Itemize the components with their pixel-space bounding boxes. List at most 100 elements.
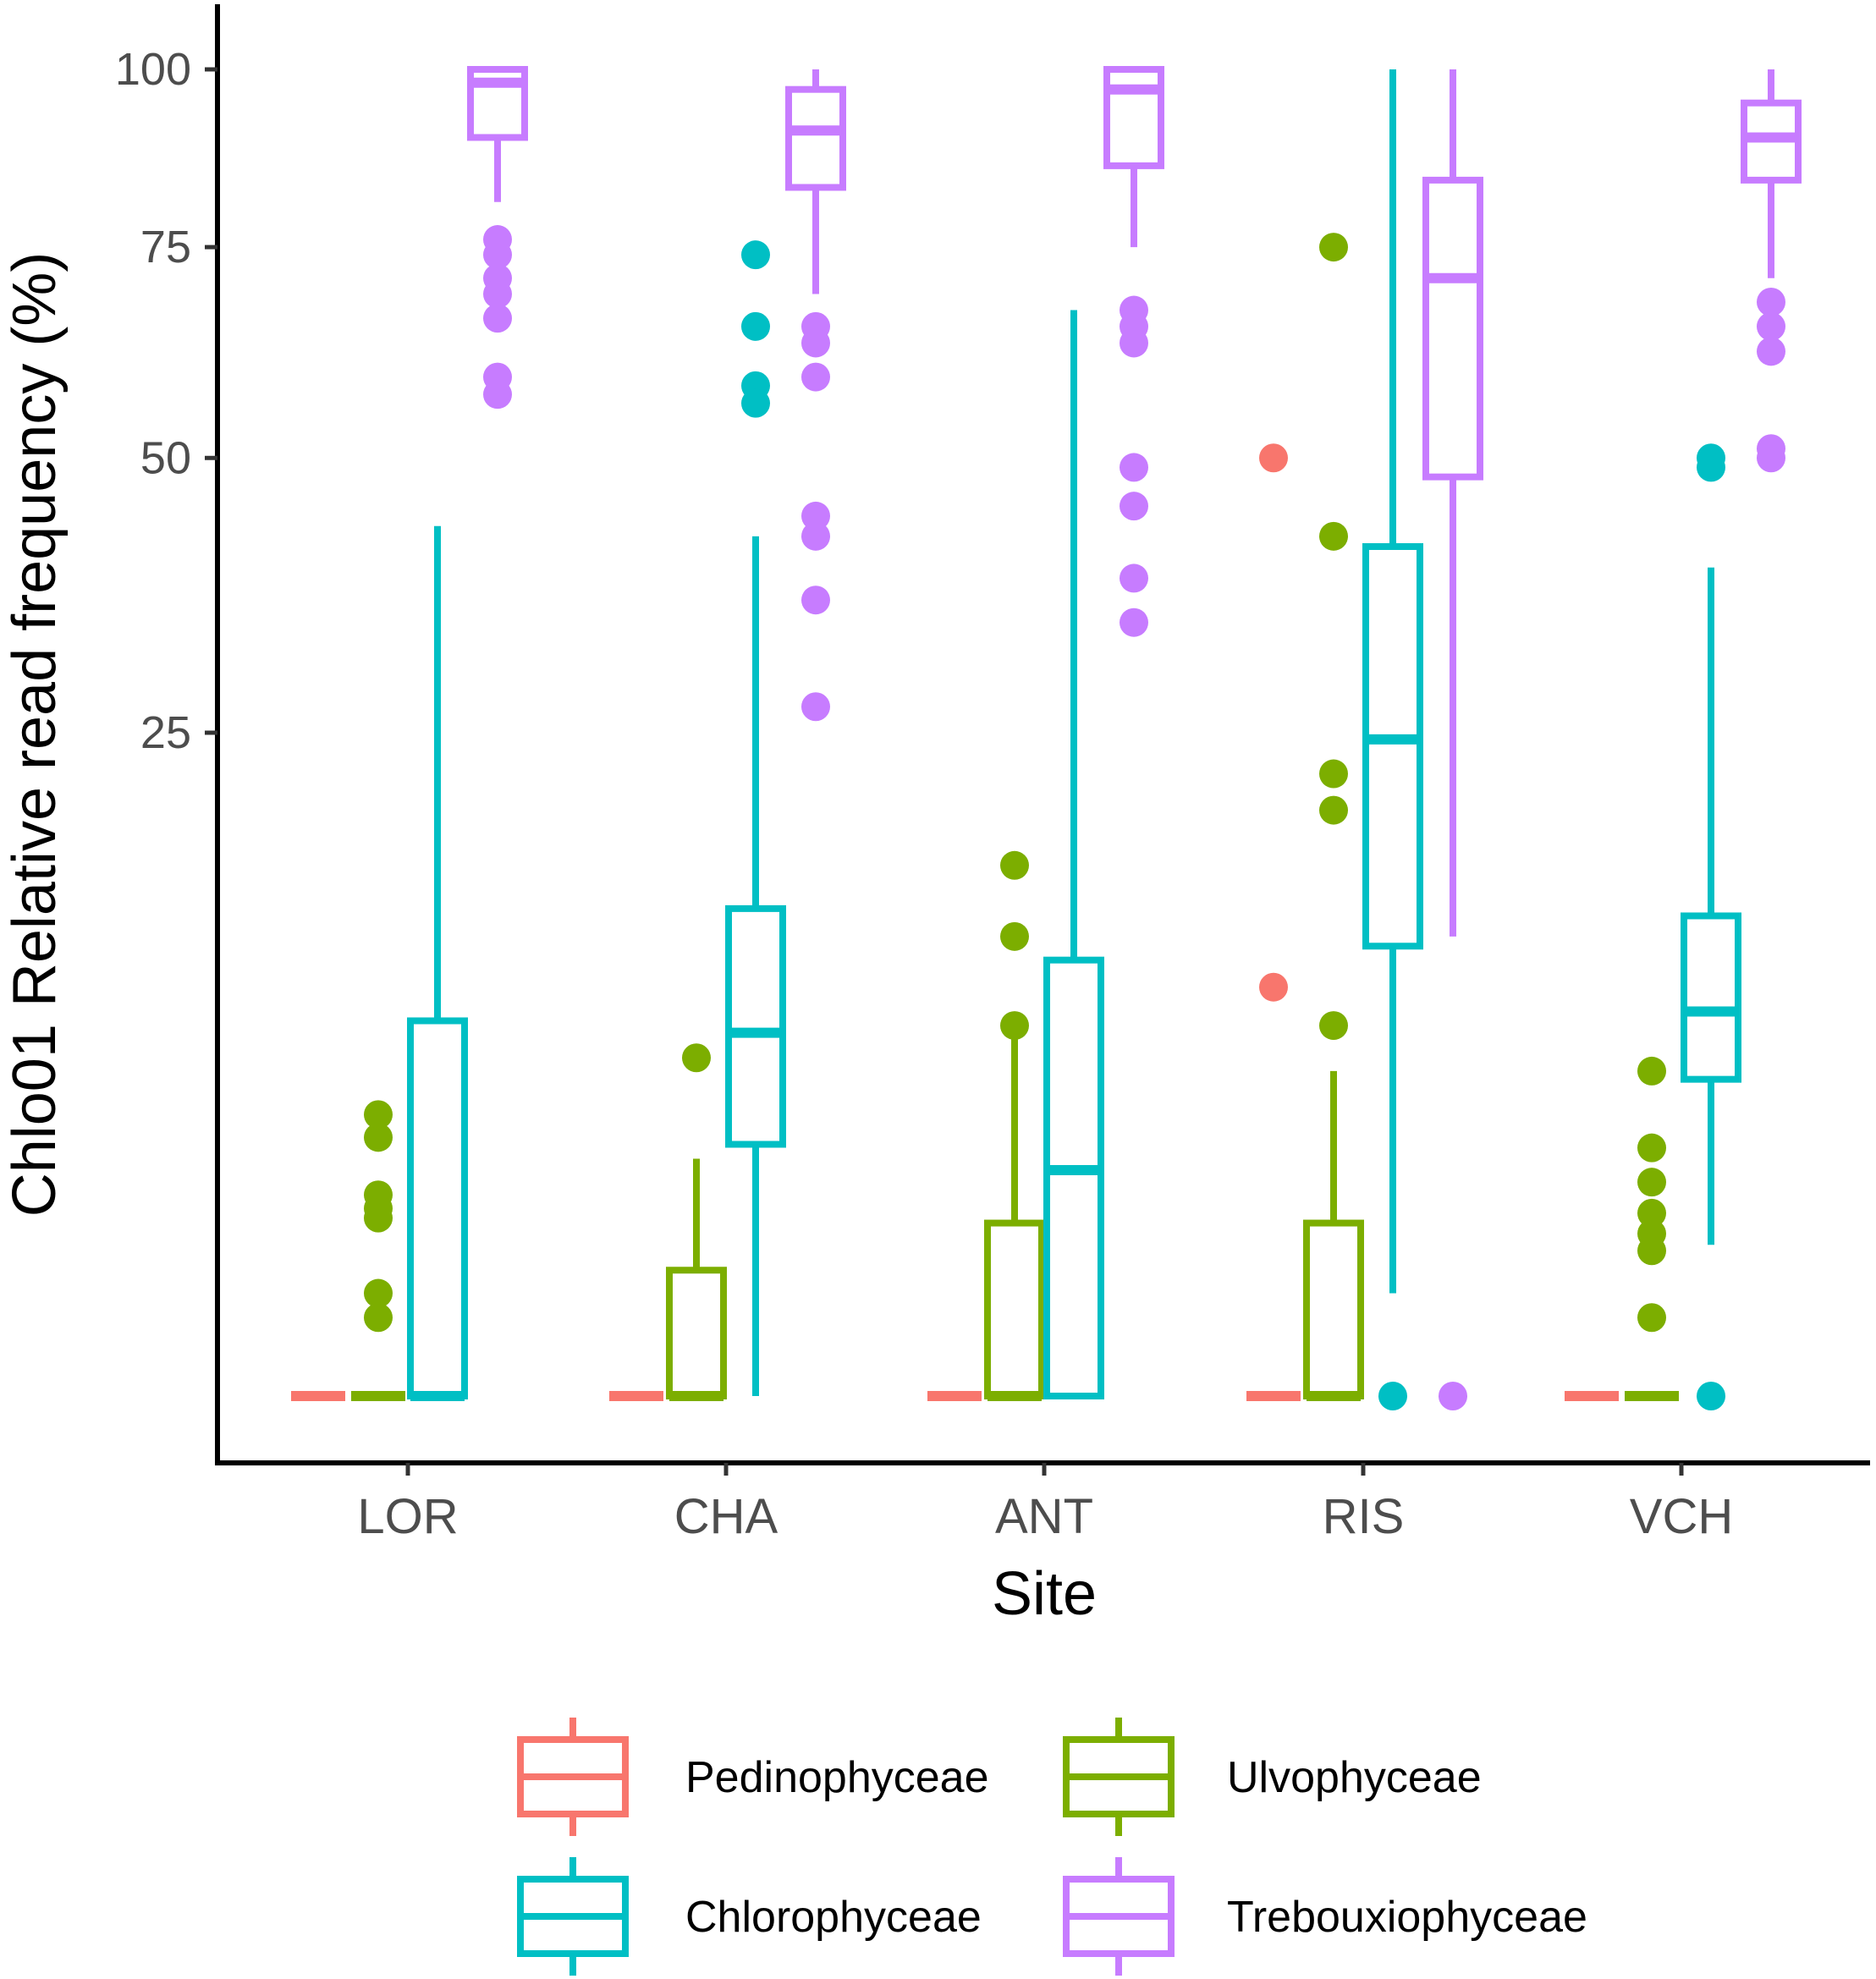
legend-key-trebouxiophyceae (1063, 1857, 1175, 1976)
outlier-point (801, 328, 830, 358)
plot-area (291, 66, 1802, 1410)
outlier-point (1120, 607, 1148, 637)
box-trebouxiophyceae-ris (1422, 69, 1483, 1410)
legend-key-pedinophyceae (517, 1718, 629, 1836)
outlier-point (364, 1303, 393, 1333)
x-axis-label: Site (992, 1560, 1097, 1628)
box-trebouxiophyceae-ant (1103, 66, 1164, 637)
outlier-point (1697, 453, 1725, 482)
outlier-point (1378, 1382, 1407, 1410)
box-body (1422, 176, 1483, 481)
outlier-point (1757, 337, 1785, 366)
outlier-point (741, 240, 770, 270)
outlier-point (1637, 1168, 1666, 1197)
box-chlorophyceae-ris (1362, 69, 1423, 1410)
y-tick-label: 50 (140, 432, 191, 483)
box-chlorophyceae-cha (725, 240, 786, 1396)
outlier-point (1120, 563, 1148, 593)
y-axis-ticks: 25 50 75 100 (115, 44, 217, 758)
outlier-point (1757, 287, 1785, 316)
x-axis-ticks: LOR CHA ANT RIS VCH (357, 1463, 1733, 1544)
box-body (785, 85, 846, 191)
legend-label: Pedinophyceae (685, 1753, 989, 1802)
legend-label: Ulvophyceae (1227, 1753, 1482, 1802)
box-body (1681, 912, 1741, 1083)
outlier-point (364, 1100, 393, 1130)
x-tick-label: VCH (1630, 1489, 1733, 1544)
outlier-point (1120, 492, 1148, 521)
legend-item-ulvophyceae: Ulvophyceae (1063, 1718, 1482, 1836)
outlier-point (1259, 443, 1288, 473)
box-body (407, 1017, 468, 1400)
outlier-point (801, 501, 830, 530)
outlier-point (1637, 1236, 1666, 1266)
box-ulvophyceae-lor (351, 1100, 405, 1401)
outlier-point (682, 1043, 711, 1073)
box-chlorophyceae-lor (407, 525, 468, 1401)
outlier-point (364, 1123, 393, 1152)
legend: Pedinophyceae Ulvophyceae Chlorophyceae Tre… (517, 1718, 1587, 1976)
box-pedinophyceae-ris (1246, 443, 1301, 1401)
outlier-point (364, 1203, 393, 1233)
x-tick-label: CHA (674, 1489, 778, 1544)
box-body (1303, 1219, 1364, 1400)
outlier-point (801, 585, 830, 615)
outlier-point (483, 380, 512, 410)
outlier-point (1120, 453, 1148, 482)
box-trebouxiophyceae-lor (467, 66, 528, 410)
box-ulvophyceae-cha (666, 1043, 727, 1401)
outlier-point (1637, 1198, 1666, 1228)
outlier-point (1757, 443, 1785, 473)
box-body (984, 1219, 1045, 1400)
outlier-point (1000, 921, 1029, 951)
legend-item-chlorophyceae: Chlorophyceae (517, 1857, 982, 1976)
x-tick-label: RIS (1323, 1489, 1405, 1544)
outlier-point (1637, 1133, 1666, 1163)
outlier-point (741, 388, 770, 418)
outlier-point (741, 311, 770, 341)
outlier-point (1319, 795, 1348, 825)
box-body (1043, 956, 1104, 1399)
outlier-point (364, 1278, 393, 1308)
outlier-point (801, 692, 830, 722)
outlier-point (1319, 1011, 1348, 1041)
box-chlorophyceae-vch (1681, 443, 1741, 1410)
x-tick-label: ANT (995, 1489, 1093, 1544)
box-body (467, 66, 528, 141)
outlier-point (1319, 759, 1348, 789)
legend-key-chlorophyceae (517, 1857, 629, 1976)
box-trebouxiophyceae-vch (1741, 69, 1802, 473)
legend-item-trebouxiophyceae: Trebouxiophyceae (1063, 1857, 1587, 1976)
outlier-point (483, 304, 512, 333)
outlier-point (801, 521, 830, 551)
outlier-point (1637, 1303, 1666, 1333)
legend-key-ulvophyceae (1063, 1718, 1175, 1836)
box-body (725, 904, 786, 1148)
box-ulvophyceae-ris (1303, 233, 1364, 1401)
legend-item-pedinophyceae: Pedinophyceae (517, 1718, 989, 1836)
outlier-point (1319, 521, 1348, 551)
y-tick-label: 75 (140, 222, 191, 272)
outlier-point (1000, 1011, 1029, 1041)
box-body (1362, 542, 1423, 950)
outlier-point (1120, 328, 1148, 358)
outlier-point (1439, 1382, 1467, 1410)
box-ulvophyceae-vch (1625, 1056, 1679, 1401)
outlier-point (1697, 1382, 1725, 1410)
y-axis-label: Chlo01 Relative read frequency (%) (1, 252, 69, 1218)
y-tick-label: 100 (115, 44, 191, 95)
outlier-point (1319, 233, 1348, 262)
box-ulvophyceae-ant (984, 850, 1045, 1401)
outlier-point (801, 362, 830, 392)
outlier-point (1637, 1056, 1666, 1086)
y-tick-label: 25 (140, 707, 191, 758)
box-body (1103, 66, 1164, 169)
outlier-point (1757, 311, 1785, 341)
legend-label: Chlorophyceae (685, 1893, 982, 1942)
box-body (666, 1267, 727, 1399)
box-chlorophyceae-ant (1043, 310, 1104, 1399)
legend-label: Trebouxiophyceae (1227, 1893, 1587, 1942)
outlier-point (1259, 972, 1288, 1002)
x-tick-label: LOR (357, 1489, 458, 1544)
